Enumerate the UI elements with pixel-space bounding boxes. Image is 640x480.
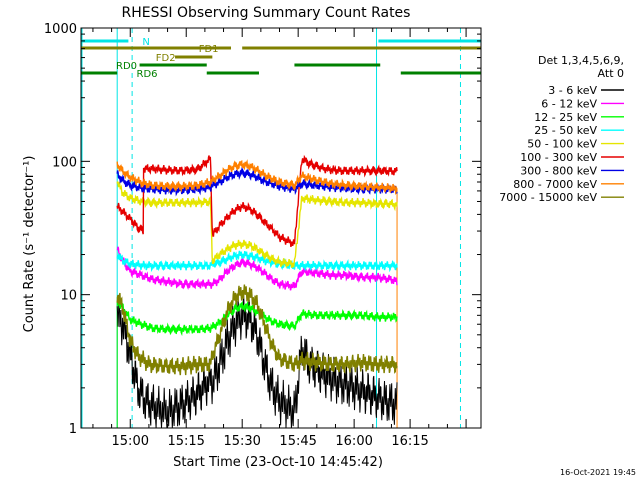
series-line xyxy=(116,293,398,429)
interval-label: N xyxy=(142,37,149,48)
y-tick-label: 10 xyxy=(60,289,77,304)
interval-label: RD0 xyxy=(116,61,137,72)
x-tick-label: 15:45 xyxy=(279,434,316,449)
series-line xyxy=(116,246,398,291)
series-line xyxy=(116,154,398,248)
interval-label: FD2 xyxy=(156,53,176,64)
interval-label: RD6 xyxy=(137,69,158,80)
series-line xyxy=(116,159,398,196)
legend-entry-label: 12 - 25 keV xyxy=(534,111,597,124)
series-line xyxy=(116,284,398,376)
legend-entry-label: 3 - 6 keV xyxy=(548,84,597,97)
x-tick-label: 16:15 xyxy=(391,434,428,449)
y-tick-label: 1 xyxy=(69,422,77,437)
x-axis-label: Start Time (23-Oct-10 14:45:42) xyxy=(173,455,383,470)
legend-entry-label: 300 - 800 keV xyxy=(520,164,597,177)
x-tick-label: 15:30 xyxy=(223,434,260,449)
datestamp: 16-Oct-2021 19:45 xyxy=(560,468,636,477)
interval-label: FD1 xyxy=(199,44,219,55)
series-line xyxy=(116,181,398,268)
x-tick-label: 15:15 xyxy=(167,434,204,449)
series-line xyxy=(116,250,398,273)
legend-entry-label: 800 - 7000 keV xyxy=(513,178,597,191)
y-tick-label: 1000 xyxy=(44,22,77,37)
x-tick-label: 15:00 xyxy=(112,434,149,449)
axes: 1 10 100 1000 15:00 15:15 15:30 15:45 16:00 16:15 xyxy=(44,22,482,449)
legend-entry-label: 50 - 100 keV xyxy=(527,138,597,151)
x-tick-label: 16:00 xyxy=(335,434,372,449)
legend-header-line1: Det 1,3,4,5,6,9, xyxy=(538,54,624,67)
legend-entry-label: 6 - 12 keV xyxy=(541,97,597,110)
legend-entry-label: 7000 - 15000 keV xyxy=(499,191,597,204)
series-layer xyxy=(81,28,461,429)
legend-entry-label: 100 - 300 keV xyxy=(520,151,597,164)
chart-title: RHESSI Observing Summary Count Rates xyxy=(122,5,411,21)
y-axis-label: Count Rate (s⁻¹ detector⁻¹) xyxy=(22,156,37,333)
legend-header-line2: Att 0 xyxy=(598,67,624,80)
plot-frame xyxy=(80,27,482,429)
legend-entry-label: 25 - 50 keV xyxy=(534,124,597,137)
y-tick-label: 100 xyxy=(52,155,77,170)
series-line xyxy=(116,297,398,337)
